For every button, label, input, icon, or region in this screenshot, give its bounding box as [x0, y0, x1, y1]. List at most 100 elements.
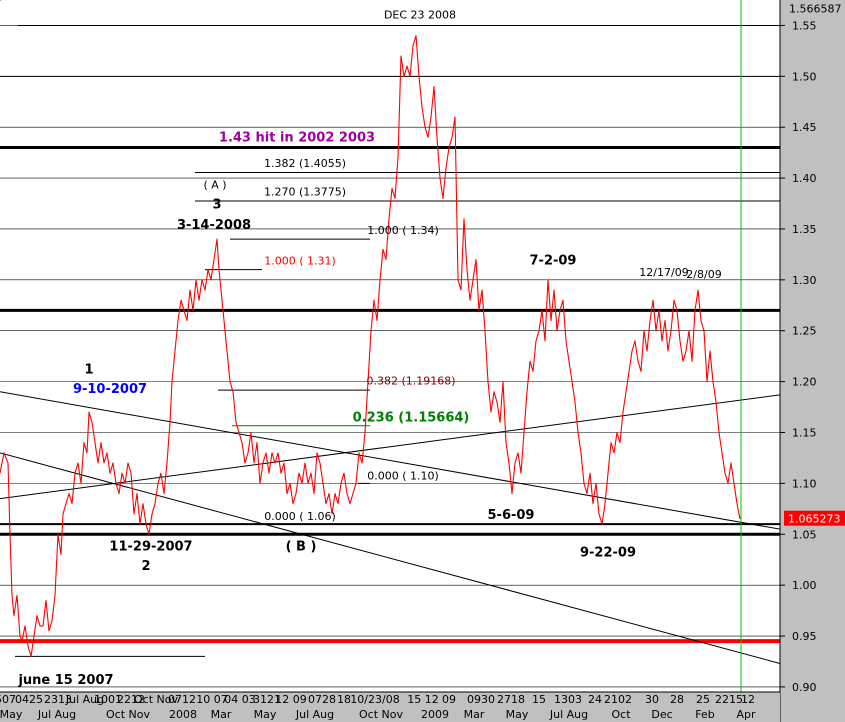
x-tick-label-4: 1001	[94, 693, 122, 706]
last-price-tag	[784, 510, 845, 526]
last-price-label: 1.065273	[788, 513, 841, 526]
x-period-label-9: Mar	[464, 708, 485, 721]
annotation-14: 0.382 (1.19168)	[366, 375, 455, 388]
x-axis-background	[0, 692, 780, 722]
series-line-0	[0, 35, 741, 657]
annotation-23: 2	[141, 559, 150, 574]
x-period-label-5: May	[254, 708, 277, 721]
x-tick-label-24: 28	[670, 693, 684, 706]
y-axis: 1.55 1.50 1.45 1.40 1.35 1.30 1.25 1.20 1.15 1.10…	[779, 0, 845, 722]
annotation-16: 0.236 (1.15664)	[353, 410, 470, 425]
x-tick-label-20: 1303	[554, 693, 582, 706]
annotation-11: 12/17/09	[639, 266, 688, 279]
x-tick-label-21: 24	[588, 693, 602, 706]
y-tick-label-2: 1.45	[792, 121, 817, 134]
x-tick-label-8: 10 07	[196, 693, 228, 706]
y-axis-background	[780, 0, 845, 722]
x-tick-label-15: 15 12	[407, 693, 439, 706]
x-period-label-11: Jul Aug	[549, 708, 588, 721]
top-price-label: 1.566587	[789, 3, 842, 16]
trendline-1	[0, 452, 781, 664]
annotation-22: 9-22-09	[580, 546, 636, 561]
annotation-2: 1.43 hit in 2002 2003	[219, 130, 375, 145]
y-tick-label-5: 1.30	[792, 274, 817, 287]
x-tick-label-19: 15	[532, 693, 546, 706]
x-tick-label-2: 2313	[44, 693, 72, 706]
annotation-18: 5-6-09	[488, 508, 535, 523]
y-tick-label-7: 1.20	[792, 376, 817, 389]
x-period-label-6: Jul Aug	[295, 708, 334, 721]
annotation-1: DEC 23 2008	[384, 8, 456, 21]
x-tick-label-10: 3121	[253, 693, 281, 706]
x-period-label-15: Apr	[736, 708, 756, 721]
x-tick-label-27: 12	[741, 693, 755, 706]
annotation-7: 3-14-2008	[177, 218, 251, 233]
y-tick-label-13: 0.90	[792, 681, 817, 694]
x-tick-label-17: 0930	[467, 693, 495, 706]
x-period-label-8: 2009	[421, 708, 449, 721]
series-layer	[0, 35, 741, 657]
trendline-2	[0, 394, 781, 500]
y-tick-label-6: 1.25	[792, 325, 817, 338]
x-tick-label-22: 2102	[604, 693, 632, 706]
x-tick-label-16: 09	[442, 693, 456, 706]
x-period-label-14: Feb	[695, 708, 714, 721]
annotation-19: 0.000 ( 1.06)	[264, 510, 336, 523]
x-tick-label-13: 18	[337, 693, 351, 706]
x-tick-label-3: Jul Aug	[65, 693, 104, 706]
y-tick-label-9: 1.10	[792, 477, 817, 490]
annotation-17: 0.000 ( 1.10)	[367, 469, 439, 482]
x-tick-label-1: 0425	[15, 693, 43, 706]
annotation-20: 11-29-2007	[109, 540, 192, 555]
y-tick-label-0: 1.55	[792, 19, 817, 32]
x-period-label-0: May	[0, 708, 23, 721]
annotation-10: 7-2-09	[530, 254, 577, 269]
annotation-13: 1	[84, 362, 93, 377]
x-period-label-1: Jul Aug	[37, 708, 76, 721]
annotation-12: 2/8/09	[686, 268, 721, 281]
x-tick-label-6: Oct Nov	[134, 693, 178, 706]
x-tick-label-23: 30	[645, 693, 659, 706]
x-tick-label-12: 0728	[308, 693, 336, 706]
x-tick-label-0: 507	[0, 693, 16, 706]
x-period-label-2: Oct Nov	[106, 708, 150, 721]
annotation-4: ( A )	[203, 178, 226, 191]
x-period-label-3: 2008	[169, 708, 197, 721]
x-tick-label-5: 2212	[117, 693, 145, 706]
y-tick-label-11: 1.00	[792, 579, 817, 592]
y-tick-label-1: 1.50	[792, 70, 817, 83]
trendline-0	[0, 391, 781, 530]
annotation-6: 3	[212, 198, 221, 213]
y-tick-label-12: 0.95	[792, 630, 817, 643]
x-tick-label-9: 04 03	[224, 693, 256, 706]
x-period-label-13: Dec	[651, 708, 672, 721]
x-period-label-10: May	[506, 708, 529, 721]
x-tick-label-18: 2718	[497, 693, 525, 706]
annotation-9: 1.000 ( 1.31)	[264, 255, 336, 268]
y-tick-label-4: 1.35	[792, 223, 817, 236]
plot-background	[0, 0, 780, 692]
y-tick-label-3: 1.40	[792, 172, 817, 185]
annotation-15: 9-10-2007	[73, 382, 147, 397]
annotation-3: 1.382 (1.4055)	[264, 157, 346, 170]
y-tick-label-10: 1.05	[792, 528, 817, 541]
y-tick-label-8: 1.15	[792, 427, 817, 440]
trendlines	[0, 0, 781, 692]
annotation-21: ( B )	[286, 540, 317, 555]
x-tick-label-11: 12 09	[275, 693, 307, 706]
x-tick-label-7: 0712	[168, 693, 196, 706]
x-period-label-12: Oct	[611, 708, 631, 721]
x-tick-label-26: 2215	[715, 693, 743, 706]
x-tick-label-14: 10/23/08	[350, 693, 399, 706]
x-period-label-4: Mar	[211, 708, 232, 721]
annotation-24: june 15 2007	[17, 673, 113, 688]
x-tick-label-25: 25	[696, 693, 710, 706]
annotation-5: 1.270 (1.3775)	[264, 185, 346, 198]
x-period-label-7: Oct Nov	[359, 708, 403, 721]
level-lines	[0, 24, 780, 657]
annotation-8: 1.000 ( 1.34)	[367, 224, 439, 237]
